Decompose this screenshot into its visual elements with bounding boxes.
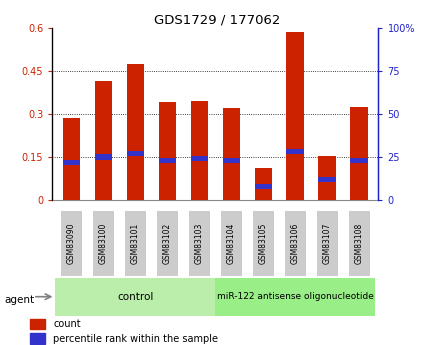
- Bar: [62, 159, 80, 165]
- Text: GSM83103: GSM83103: [194, 223, 204, 264]
- Text: GSM83102: GSM83102: [162, 223, 171, 264]
- Bar: [222, 108, 240, 200]
- Bar: [126, 63, 144, 200]
- Bar: [215, 278, 375, 316]
- Text: percentile rank within the sample: percentile rank within the sample: [53, 334, 217, 344]
- Bar: [348, 211, 369, 276]
- Text: miR-122 antisense oligonucleotide: miR-122 antisense oligonucleotide: [217, 292, 373, 301]
- Bar: [94, 81, 112, 200]
- Bar: [220, 211, 241, 276]
- Bar: [222, 158, 240, 163]
- Bar: [316, 211, 337, 276]
- Text: GSM83101: GSM83101: [131, 223, 140, 264]
- Bar: [190, 156, 207, 161]
- Text: GSM83105: GSM83105: [258, 223, 267, 264]
- Text: GSM83100: GSM83100: [99, 223, 108, 264]
- Bar: [252, 211, 273, 276]
- Text: GDS1729 / 177062: GDS1729 / 177062: [154, 14, 280, 27]
- Bar: [93, 211, 114, 276]
- Bar: [157, 211, 178, 276]
- Bar: [284, 211, 305, 276]
- Bar: [254, 184, 272, 189]
- Text: GSM83104: GSM83104: [226, 223, 235, 264]
- Bar: [286, 32, 303, 200]
- Text: GSM83107: GSM83107: [322, 223, 331, 264]
- Bar: [188, 211, 209, 276]
- Bar: [158, 158, 176, 163]
- Bar: [55, 278, 215, 316]
- Bar: [30, 319, 45, 329]
- Text: agent: agent: [4, 295, 34, 305]
- Bar: [62, 118, 80, 200]
- Bar: [125, 211, 145, 276]
- Text: GSM83108: GSM83108: [354, 223, 363, 264]
- Bar: [94, 155, 112, 159]
- Bar: [350, 158, 367, 163]
- Bar: [286, 149, 303, 155]
- Bar: [350, 107, 367, 200]
- Text: control: control: [117, 292, 153, 302]
- Bar: [190, 101, 207, 200]
- Bar: [318, 177, 335, 182]
- Bar: [61, 211, 82, 276]
- Text: count: count: [53, 319, 81, 329]
- Bar: [254, 168, 272, 200]
- Bar: [126, 151, 144, 156]
- Bar: [318, 156, 335, 200]
- Text: GSM83090: GSM83090: [67, 223, 76, 265]
- Bar: [30, 333, 45, 344]
- Text: GSM83106: GSM83106: [290, 223, 299, 264]
- Bar: [158, 102, 176, 200]
